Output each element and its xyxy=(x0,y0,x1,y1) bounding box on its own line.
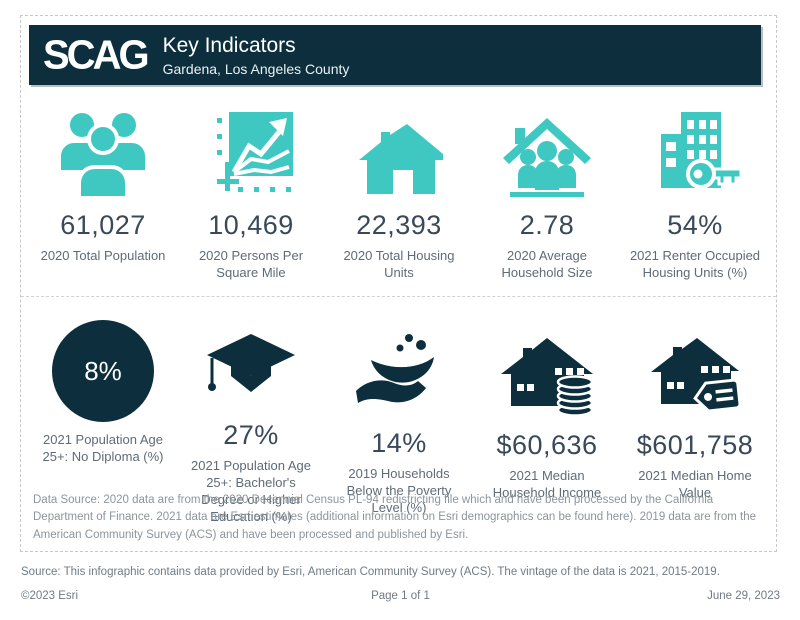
page-title: Key Indicators xyxy=(162,34,296,58)
date-text: June 29, 2023 xyxy=(707,590,780,602)
indicator-value: 27% xyxy=(223,420,279,450)
indicator-below-poverty: 14% 2019 Households Below the Poverty Le… xyxy=(325,304,473,515)
indicator-avg-household-size: 2.78 2020 Average Household Size xyxy=(473,92,621,296)
population-people-icon xyxy=(57,100,149,198)
indicator-value: 22,393 xyxy=(356,210,442,240)
infographic-panel: SCAG Key Indicators Gardena, Los Angeles… xyxy=(20,15,777,552)
indicator-total-population: 61,027 2020 Total Population xyxy=(29,92,177,296)
page-subtitle: Gardena, Los Angeles County xyxy=(162,60,350,77)
indicator-label: 2020 Average Household Size xyxy=(501,248,593,280)
indicator-label: 2019 Households Below the Poverty Level … xyxy=(346,466,452,515)
data-source-note: Data Source: 2020 data are from the 2020… xyxy=(33,493,756,542)
indicator-bachelors-or-higher: 27% 2021 Population Age 25+: Bachelor's … xyxy=(177,304,325,524)
income-house-coins-icon xyxy=(497,330,597,418)
indicator-row-2: 8% 2021 Population Age 25+: No Diploma (… xyxy=(29,304,769,524)
scag-logo: SCAG xyxy=(43,32,150,78)
indicator-label: 2021 Population Age 25+: No Diploma (%) xyxy=(42,432,164,464)
renter-building-key-icon xyxy=(647,100,743,198)
header-titles: Key Indicators Gardena, Los Angeles Coun… xyxy=(163,33,350,76)
indicator-label: 2021 Median Household Income xyxy=(492,468,602,500)
indicator-label: 2020 Persons Per Square Mile xyxy=(198,248,304,280)
page-number: Page 1 of 1 xyxy=(371,590,430,602)
density-line-chart-icon xyxy=(205,100,297,198)
indicator-renter-occupied: 54% 2021 Renter Occupied Housing Units (… xyxy=(621,92,769,296)
indicator-label: 2021 Population Age 25+: Bachelor's Degr… xyxy=(191,458,311,524)
indicator-value: 14% xyxy=(371,428,427,458)
footer-source-note: Source: This infographic contains data p… xyxy=(21,566,720,578)
housing-units-house-icon xyxy=(351,100,447,198)
indicator-label: 2021 Renter Occupied Housing Units (%) xyxy=(629,248,761,280)
poverty-hand-bowl-icon xyxy=(351,330,447,416)
indicator-value: 8% xyxy=(84,355,122,386)
indicator-median-household-income: $60,636 2021 Median Household Income xyxy=(473,304,621,504)
indicator-total-housing-units: 22,393 2020 Total Housing Units xyxy=(325,92,473,296)
copyright-text: ©2023 Esri xyxy=(21,590,79,602)
indicator-label: 2020 Total Population xyxy=(40,248,166,263)
indicator-row-1: 61,027 2020 Total Population xyxy=(29,92,769,296)
household-size-family-icon xyxy=(499,100,595,198)
header-banner: SCAG Key Indicators Gardena, Los Angeles… xyxy=(29,25,761,85)
indicator-value: 61,027 xyxy=(60,210,146,240)
indicator-persons-per-sq-mile: 10,469 2020 Persons Per Square Mile xyxy=(177,92,325,296)
indicator-value: $601,758 xyxy=(636,430,754,460)
footer-bar: ©2023 Esri Page 1 of 1 June 29, 2023 xyxy=(21,590,780,602)
indicator-value: 54% xyxy=(667,210,723,240)
indicator-value: 10,469 xyxy=(208,210,294,240)
indicator-label: 2020 Total Housing Units xyxy=(343,248,455,280)
no-diploma-circle-badge: 8% xyxy=(52,320,154,422)
indicator-value: 2.78 xyxy=(519,210,575,240)
row-divider xyxy=(21,296,776,297)
indicator-label: 2021 Median Home Value xyxy=(638,468,752,500)
indicator-no-diploma: 8% 2021 Population Age 25+: No Diploma (… xyxy=(29,304,177,504)
home-value-house-tag-icon xyxy=(645,330,745,418)
graduation-cap-icon xyxy=(203,330,299,408)
indicator-value: $60,636 xyxy=(496,430,598,460)
indicator-median-home-value: $601,758 2021 Median Home Value xyxy=(621,304,769,504)
